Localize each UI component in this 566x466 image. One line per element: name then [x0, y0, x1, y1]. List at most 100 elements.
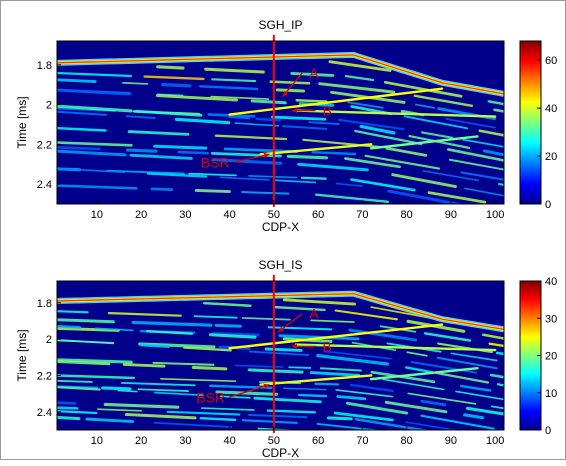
reflector [274, 179, 317, 184]
reflector [286, 154, 329, 160]
reflector [364, 154, 441, 170]
reflector [319, 367, 362, 372]
annotation-arrow [228, 383, 270, 398]
annotation-arrow [233, 153, 270, 163]
reflector [241, 419, 298, 425]
reflector [137, 388, 190, 392]
reflector [448, 158, 504, 171]
reflector [199, 85, 259, 91]
reflector [446, 148, 504, 162]
reflector [139, 343, 171, 349]
annotation-label-bsr: BSR [201, 154, 230, 170]
annotation-label-a: A [309, 65, 319, 81]
y-tick-label: 1.8 [37, 298, 52, 310]
reflector [406, 351, 428, 357]
bright-reflector [370, 367, 479, 381]
reflector [161, 83, 192, 88]
panel-title: SGH_IP [258, 18, 302, 32]
x-tick-label: 20 [135, 435, 147, 447]
reflector [211, 151, 282, 158]
reflector [57, 374, 135, 380]
reflector [273, 305, 326, 312]
reflector [177, 150, 209, 155]
reflector [275, 88, 306, 93]
reflector [211, 78, 257, 83]
reflector [495, 351, 504, 356]
y-tick-label: 2.4 [37, 179, 52, 191]
reflector [57, 167, 126, 174]
annotation-label-bsr: BSR [196, 389, 225, 405]
reflector [121, 381, 196, 387]
reflector [269, 80, 311, 85]
x-tick-label: 90 [445, 435, 457, 447]
reflector [403, 115, 469, 130]
reflector [423, 332, 472, 342]
reflector [282, 125, 328, 130]
reflector [283, 387, 327, 391]
bright-reflector [294, 109, 497, 118]
reflector [465, 406, 504, 416]
seafloor-peak [57, 293, 504, 330]
reflector [290, 71, 335, 77]
reflector [347, 101, 384, 109]
colorbar-tick-label: 0 [545, 199, 551, 211]
reflector [194, 188, 231, 194]
reflector [57, 338, 114, 345]
reflector [153, 421, 233, 428]
reflector [57, 324, 82, 329]
reflector [488, 342, 504, 348]
reflector [146, 329, 193, 335]
bright-reflector [294, 343, 497, 352]
reflector [420, 414, 497, 430]
x-tick-label: 60 [312, 209, 324, 221]
reflector [57, 415, 81, 421]
reflector [57, 184, 138, 190]
colorbar-tick-label: 20 [545, 351, 557, 363]
reflector [214, 323, 242, 328]
x-tick-label: 50 [268, 209, 280, 221]
reflector [282, 298, 356, 306]
reflector [122, 81, 149, 85]
reflector [413, 94, 474, 108]
reflector [250, 99, 287, 105]
reflector [103, 402, 180, 409]
reflector [336, 395, 367, 401]
reflector [297, 162, 369, 172]
reflector [450, 352, 498, 362]
reflector [316, 354, 389, 366]
reflector [193, 315, 238, 319]
reflector [422, 170, 480, 182]
reflector [309, 371, 361, 377]
reflector [200, 407, 255, 411]
x-tick-label: 90 [445, 209, 457, 221]
reflector [134, 109, 203, 117]
reflector [271, 115, 327, 121]
reflector [219, 395, 251, 399]
reflector [94, 327, 134, 332]
reflector [266, 409, 317, 414]
x-tick-label: 80 [401, 209, 413, 221]
x-tick-label: 30 [179, 209, 191, 221]
x-tick-label: 10 [91, 209, 103, 221]
reflector [497, 183, 504, 186]
reflector [253, 396, 322, 404]
reflector [385, 146, 428, 157]
reflector [126, 148, 158, 153]
reflector [415, 103, 436, 109]
reflector [354, 418, 431, 430]
reflector [57, 104, 133, 113]
panel-title: SGH_IS [258, 258, 302, 272]
reflector [234, 122, 280, 127]
x-tick-label: 60 [312, 435, 324, 447]
reflector [326, 416, 353, 421]
reflector [314, 382, 340, 386]
reflector [219, 176, 270, 181]
reflector [459, 384, 492, 392]
x-tick-label: 10 [91, 435, 103, 447]
reflector [57, 110, 108, 116]
reflector [124, 413, 197, 420]
reflector [203, 301, 252, 307]
reflector [387, 189, 462, 204]
